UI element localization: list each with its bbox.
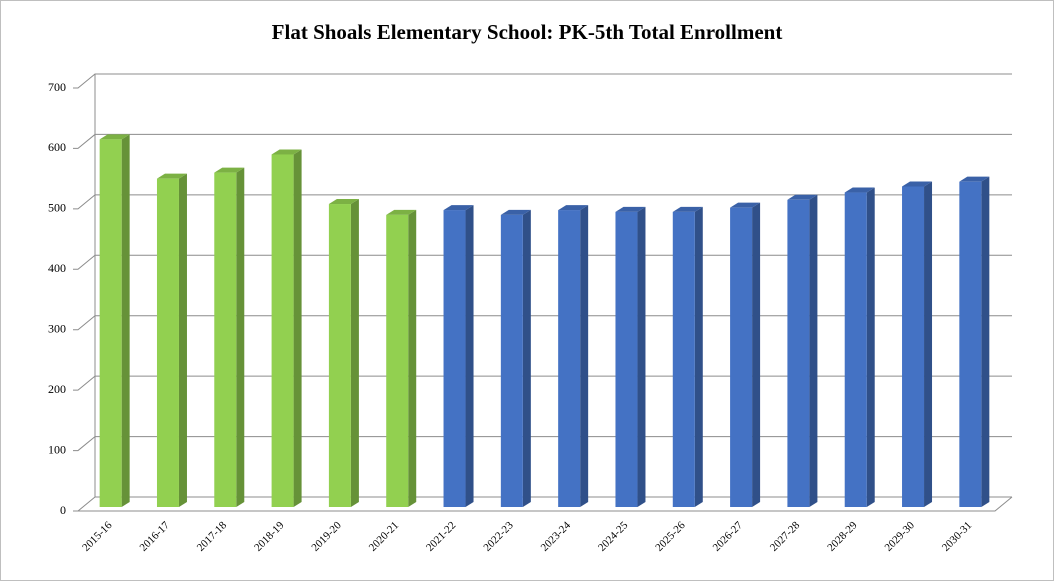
- bar-top: [787, 194, 818, 200]
- bar-top: [730, 202, 761, 208]
- bar-side: [580, 205, 589, 507]
- bar-top: [959, 176, 990, 182]
- y-tick-label: 400: [48, 261, 66, 275]
- grid-line: [73, 133, 1012, 149]
- grid-line: [73, 496, 1012, 512]
- bar-top: [844, 187, 875, 193]
- grid-line: [73, 73, 1012, 89]
- y-tick-label: 500: [48, 201, 66, 215]
- bar-top: [271, 149, 302, 155]
- y-tick-label: 100: [48, 442, 66, 456]
- floor-edge: [78, 496, 1013, 512]
- bar-top: [902, 181, 933, 187]
- bar-top: [156, 173, 187, 179]
- bar-side: [465, 205, 474, 507]
- grid-line: [73, 315, 1012, 331]
- bar-top: [443, 205, 474, 211]
- bar-top: [328, 199, 359, 205]
- bar-side: [178, 173, 187, 507]
- bar-side: [981, 176, 990, 507]
- bar-side: [637, 206, 646, 507]
- bar: [615, 211, 638, 507]
- bar-side: [924, 181, 933, 507]
- bar-side: [293, 149, 302, 507]
- bar-side: [809, 194, 818, 508]
- bar: [787, 199, 810, 508]
- bar-side: [350, 199, 359, 507]
- y-tick-label: 300: [48, 321, 66, 335]
- bar: [443, 210, 466, 507]
- y-tick-label: 200: [48, 382, 66, 396]
- bar: [271, 154, 294, 507]
- bar-side: [121, 134, 130, 507]
- grid-line: [73, 375, 1012, 391]
- bar: [902, 186, 925, 507]
- bar: [214, 172, 237, 507]
- bar-side: [866, 187, 875, 507]
- bar: [959, 181, 982, 507]
- bar-side: [408, 209, 417, 507]
- bar: [156, 178, 179, 507]
- bar: [328, 204, 351, 507]
- bar: [844, 192, 867, 507]
- bar-side: [694, 206, 703, 507]
- grid-line: [73, 436, 1012, 452]
- bar-side: [522, 209, 531, 507]
- bar: [558, 210, 581, 507]
- bar-side: [236, 167, 245, 507]
- bar: [730, 207, 753, 508]
- grid-line: [73, 194, 1012, 210]
- bar: [99, 139, 122, 507]
- chart-title: Flat Shoals Elementary School: PK-5th To…: [272, 20, 783, 44]
- bar-top: [615, 206, 646, 212]
- y-tick-label: 600: [48, 140, 66, 154]
- bar-top: [500, 209, 531, 215]
- grid-line: [73, 254, 1012, 270]
- bar: [500, 214, 523, 507]
- bar-top: [386, 209, 417, 215]
- y-tick-label: 0: [60, 503, 66, 517]
- bar-top: [672, 206, 703, 212]
- bar-top: [99, 134, 130, 140]
- bar: [386, 214, 409, 507]
- bar-top: [558, 205, 589, 211]
- y-tick-label: 700: [48, 80, 66, 94]
- bar-top: [214, 167, 245, 173]
- bar: [672, 211, 695, 507]
- bar-side: [752, 202, 761, 508]
